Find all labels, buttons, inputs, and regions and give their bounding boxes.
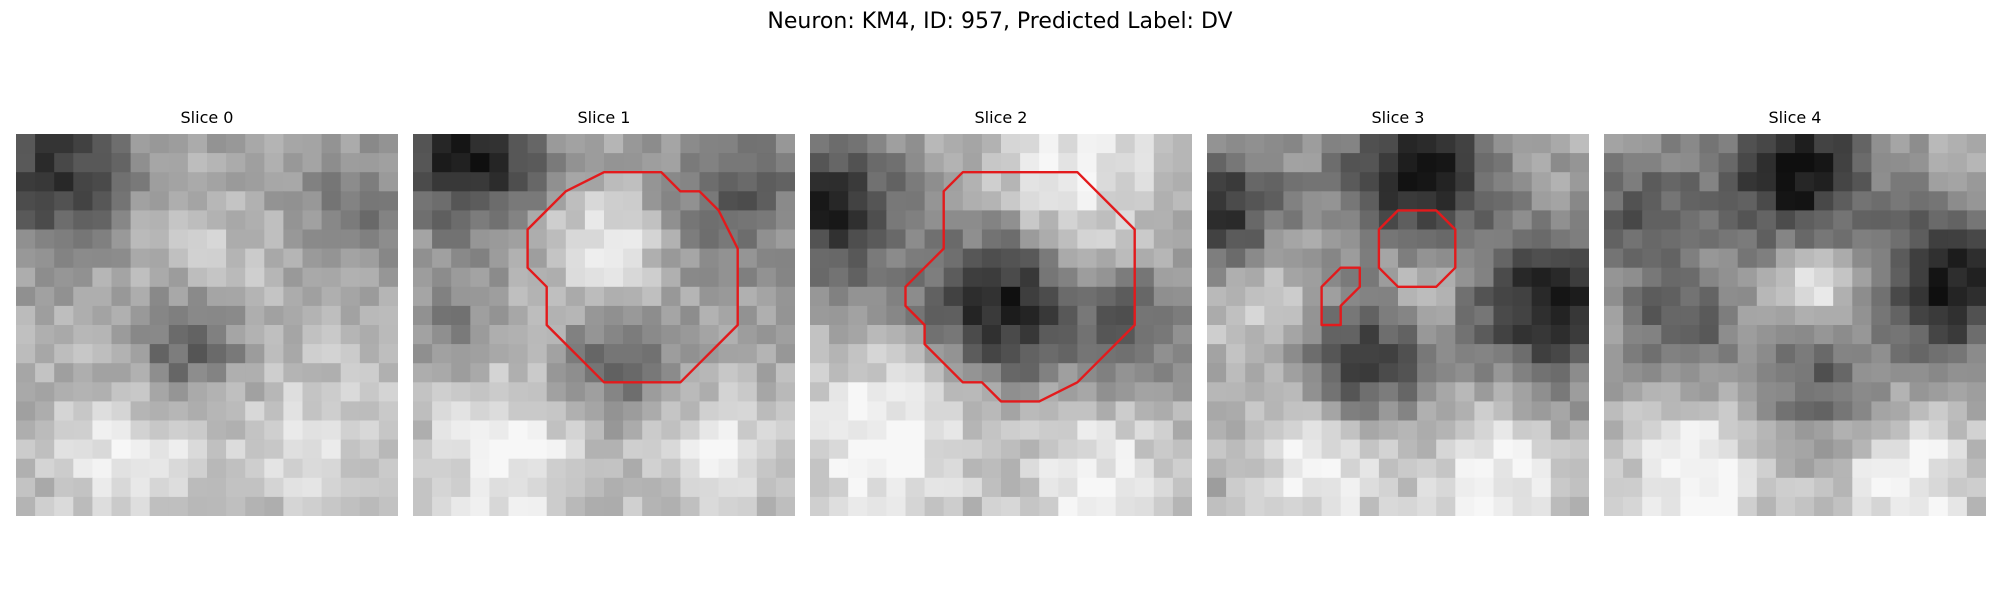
slice-image-4 xyxy=(1604,134,1986,516)
slice-panel-2: Slice 2 xyxy=(810,108,1192,516)
slice-panel-4: Slice 4 xyxy=(1604,108,1986,516)
slice-image-1 xyxy=(413,134,795,516)
slice-mosaic-0 xyxy=(16,134,398,516)
slice-mosaic-4 xyxy=(1604,134,1986,516)
slice-title-2: Slice 2 xyxy=(810,108,1192,130)
slice-title-0: Slice 0 xyxy=(16,108,398,130)
slice-panel-0: Slice 0 xyxy=(16,108,398,516)
slice-mosaic-2 xyxy=(810,134,1192,516)
slice-panel-3: Slice 3 xyxy=(1207,108,1589,516)
slice-title-4: Slice 4 xyxy=(1604,108,1986,130)
slice-panel-1: Slice 1 xyxy=(413,108,795,516)
slice-title-3: Slice 3 xyxy=(1207,108,1589,130)
slice-image-3 xyxy=(1207,134,1589,516)
slice-title-1: Slice 1 xyxy=(413,108,795,130)
slice-image-0 xyxy=(16,134,398,516)
figure-title: Neuron: KM4, ID: 957, Predicted Label: D… xyxy=(0,8,2000,36)
slice-image-2 xyxy=(810,134,1192,516)
slice-mosaic-1 xyxy=(413,134,795,516)
slice-mosaic-3 xyxy=(1207,134,1589,516)
